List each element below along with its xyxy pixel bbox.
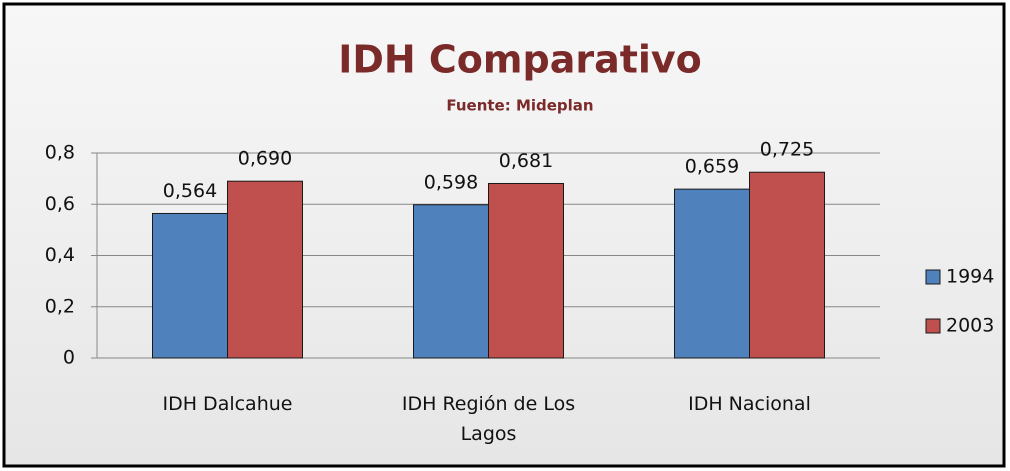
data-label: 0,725 bbox=[760, 139, 814, 161]
y-tick-label: 0 bbox=[63, 347, 75, 369]
legend-swatch bbox=[925, 269, 941, 285]
legend-swatch bbox=[925, 318, 941, 334]
y-tick-label: 0,2 bbox=[45, 295, 75, 317]
legend-label: 1994 bbox=[946, 266, 994, 288]
data-label: 0,690 bbox=[238, 148, 292, 170]
chart-title: IDH Comparativo bbox=[338, 38, 702, 82]
y-tick-label: 0,8 bbox=[45, 142, 75, 164]
bar bbox=[152, 212, 228, 359]
data-label: 0,659 bbox=[685, 156, 739, 178]
bar bbox=[749, 171, 825, 359]
x-tick-label: IDH Región de Los Lagos bbox=[401, 393, 576, 445]
y-tick-label: 0,6 bbox=[45, 193, 75, 215]
y-tick-label: 0,4 bbox=[45, 244, 75, 266]
x-tick-label: IDH Nacional bbox=[688, 393, 811, 415]
bar bbox=[413, 204, 489, 359]
chart-subtitle: Fuente: Mideplan bbox=[446, 97, 593, 115]
data-label: 0,564 bbox=[163, 180, 217, 202]
bar bbox=[488, 182, 564, 359]
data-label: 0,681 bbox=[499, 150, 553, 172]
legend-label: 2003 bbox=[946, 315, 994, 337]
data-label: 0,598 bbox=[424, 171, 478, 193]
bar bbox=[227, 180, 303, 359]
bar bbox=[674, 188, 750, 359]
x-tick-label: IDH Dalcahue bbox=[162, 393, 293, 415]
